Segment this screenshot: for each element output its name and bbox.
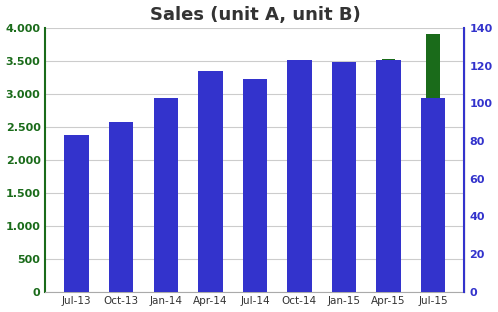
Title: Sales (unit A, unit B): Sales (unit A, unit B) <box>149 6 360 23</box>
Bar <box>332 62 356 292</box>
Bar <box>243 79 267 292</box>
Bar <box>421 98 445 292</box>
Bar <box>198 71 223 292</box>
Bar <box>337 110 351 292</box>
Bar <box>376 60 401 292</box>
Bar <box>426 35 440 292</box>
Bar <box>287 60 312 292</box>
Bar <box>248 174 261 292</box>
Bar <box>153 98 178 292</box>
Bar <box>204 156 217 292</box>
Bar <box>293 117 306 292</box>
Bar <box>109 122 133 292</box>
Bar <box>64 135 89 292</box>
Bar <box>115 202 128 292</box>
Bar <box>159 183 172 292</box>
Bar <box>382 59 395 292</box>
Bar <box>70 209 84 292</box>
